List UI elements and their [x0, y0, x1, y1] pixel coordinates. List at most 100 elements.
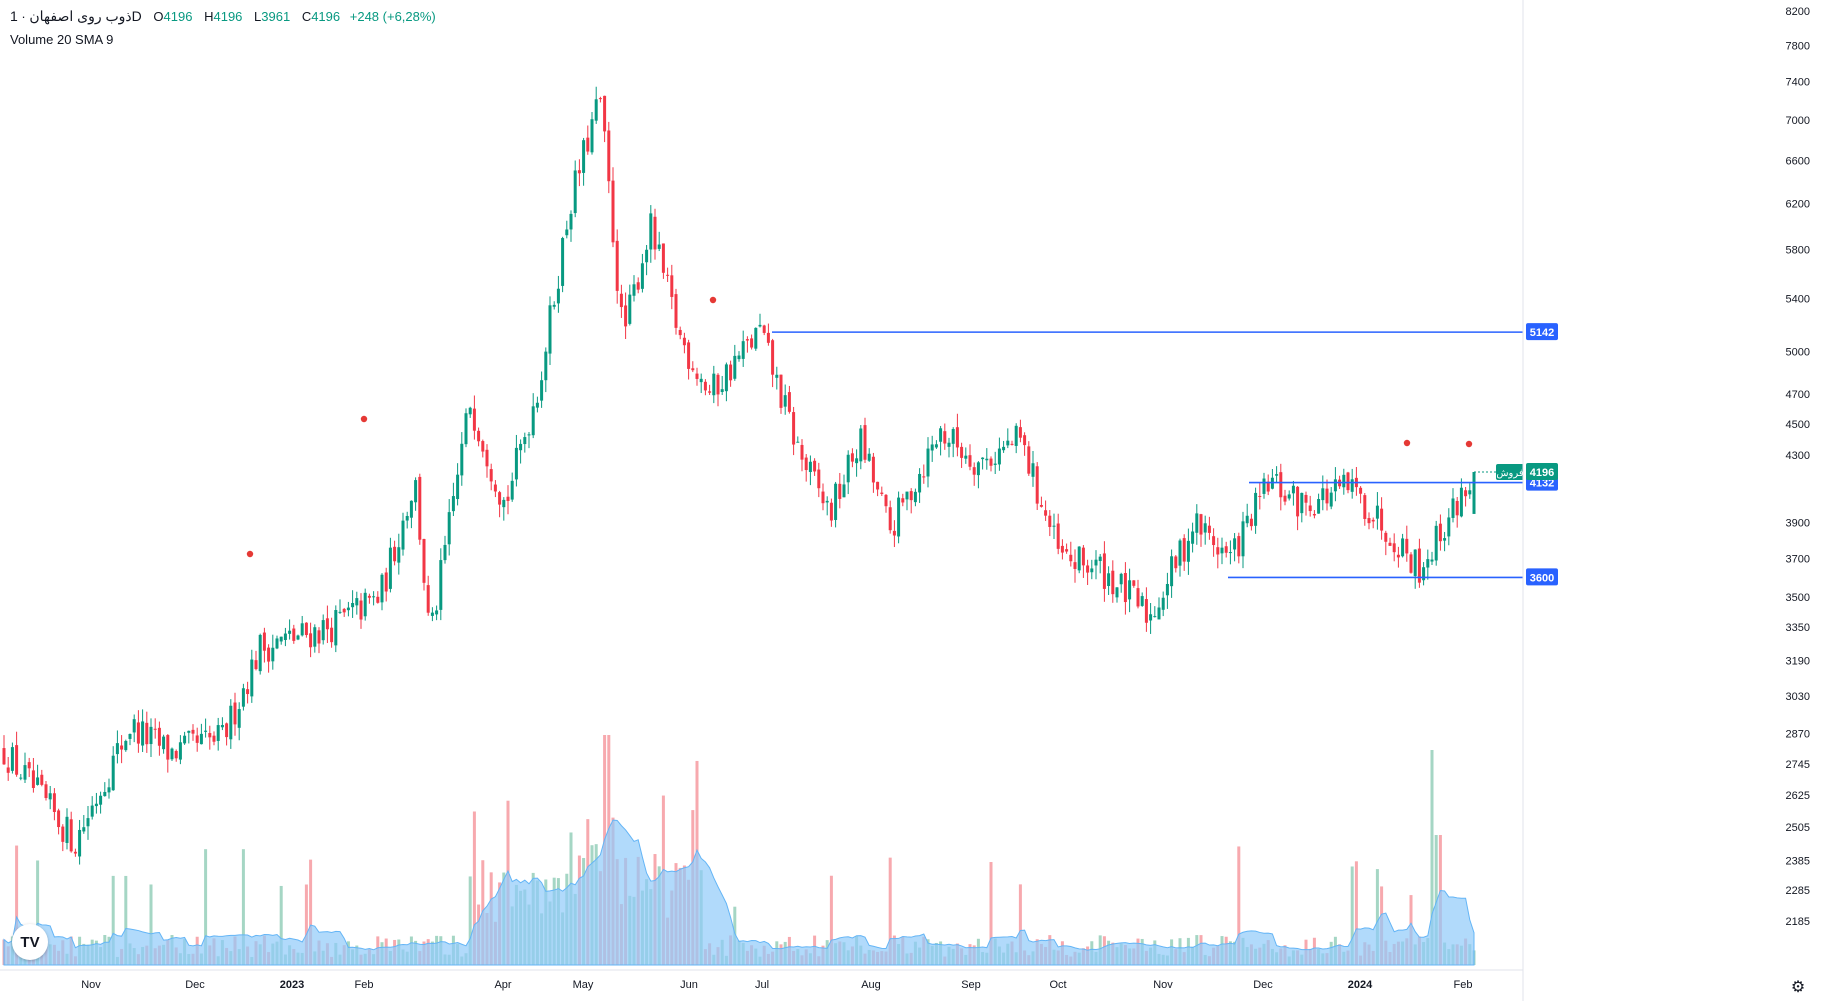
- close-label: C: [302, 9, 311, 24]
- candle-body: [355, 598, 358, 605]
- candle-body: [805, 458, 808, 470]
- candle-body: [1284, 496, 1287, 502]
- candle-body: [1288, 494, 1291, 498]
- candle-body: [465, 413, 468, 444]
- candle-body: [935, 444, 938, 447]
- candle-body: [129, 734, 132, 739]
- symbol-name[interactable]: ذوب روی اصفهان: [29, 8, 131, 24]
- candle-body: [1426, 559, 1429, 567]
- price-tick-label: 4700: [1786, 389, 1810, 401]
- candle-body: [297, 636, 300, 640]
- candle-body: [897, 498, 900, 537]
- candle-body: [1363, 495, 1366, 519]
- candle-body: [763, 325, 766, 332]
- candle-body: [99, 796, 102, 805]
- candle-body: [553, 305, 556, 307]
- candle-body: [1422, 567, 1425, 580]
- candle-body: [654, 217, 657, 250]
- candle-body: [61, 827, 64, 842]
- candle-body: [1128, 580, 1131, 599]
- candle-body: [1011, 444, 1014, 445]
- close-value: 4196: [311, 9, 340, 24]
- candle-body: [1279, 472, 1282, 497]
- level-tag-label: 3600: [1530, 572, 1554, 584]
- candle-body: [1468, 490, 1471, 494]
- candle-body: [402, 521, 405, 550]
- candle-body: [393, 547, 396, 561]
- candle-body: [1359, 488, 1362, 494]
- candle-body: [1229, 552, 1232, 553]
- candle-body: [784, 395, 787, 406]
- candle-body: [137, 722, 140, 743]
- candle-body: [570, 214, 573, 230]
- candle-body: [1435, 526, 1438, 561]
- price-tick-label: 8200: [1786, 6, 1810, 18]
- candle-body: [276, 638, 279, 648]
- candle-body: [809, 462, 812, 472]
- signal-marker: [710, 297, 716, 303]
- tradingview-logo-icon[interactable]: TV: [12, 924, 48, 960]
- candle-body: [87, 818, 90, 826]
- candle-body: [931, 444, 934, 450]
- candle-body: [994, 464, 997, 465]
- candle-body: [964, 456, 967, 459]
- price-tick-label: 4500: [1786, 419, 1810, 431]
- candle-body: [1183, 538, 1186, 561]
- price-tick-label: 6200: [1786, 198, 1810, 210]
- candle-body: [145, 723, 148, 744]
- candle-body: [868, 454, 871, 461]
- candle-body: [1309, 505, 1312, 511]
- signal-marker: [1404, 440, 1410, 446]
- candle-body: [410, 501, 413, 518]
- candle-body: [901, 498, 904, 502]
- candle-body: [746, 339, 749, 340]
- candle-body: [679, 330, 682, 335]
- time-tick-label: May: [573, 979, 594, 991]
- candle-body: [1376, 506, 1379, 519]
- candle-body: [1191, 531, 1194, 543]
- candle-body: [406, 516, 409, 521]
- candle-body: [1149, 614, 1152, 620]
- settings-icon[interactable]: ⚙: [1789, 979, 1807, 997]
- candle-body: [120, 745, 123, 749]
- candle-body: [204, 731, 207, 732]
- candle-body: [481, 441, 484, 451]
- candle-body: [948, 443, 951, 447]
- price-tick-label: 3030: [1786, 691, 1810, 703]
- volume-indicator-legend[interactable]: Volume 20 SMA 9: [10, 32, 113, 47]
- candle-body: [1015, 426, 1018, 446]
- candle-body: [775, 375, 778, 378]
- candle-body: [1460, 488, 1463, 517]
- candle-body: [116, 743, 119, 754]
- candle-body: [742, 341, 745, 359]
- candle-body: [1456, 501, 1459, 515]
- candle-body: [708, 391, 711, 392]
- candle-body: [1044, 510, 1047, 515]
- candle-body: [540, 380, 543, 400]
- candle-body: [259, 635, 262, 671]
- candle-body: [1023, 435, 1026, 445]
- candle-body: [78, 830, 81, 857]
- candle-body: [208, 733, 211, 737]
- candle-body: [452, 496, 455, 511]
- price-tick-label: 6600: [1786, 155, 1810, 167]
- level-tag-label: 5142: [1530, 327, 1554, 339]
- candle-body: [330, 628, 333, 642]
- candle-body: [1158, 608, 1161, 620]
- candle-body: [666, 275, 669, 276]
- candle-body: [221, 725, 224, 727]
- low-value: 3961: [261, 9, 290, 24]
- candle-body: [255, 660, 258, 669]
- candle-body: [733, 356, 736, 379]
- candle-body: [1124, 573, 1127, 602]
- candle-body: [1208, 526, 1211, 533]
- price-tick-label: 2870: [1786, 728, 1810, 740]
- candle-body: [834, 484, 837, 520]
- candle-body: [154, 729, 157, 730]
- candle-body: [1107, 573, 1110, 586]
- candle-body: [1153, 616, 1156, 617]
- candle-body: [19, 778, 22, 779]
- candle-body: [675, 294, 678, 328]
